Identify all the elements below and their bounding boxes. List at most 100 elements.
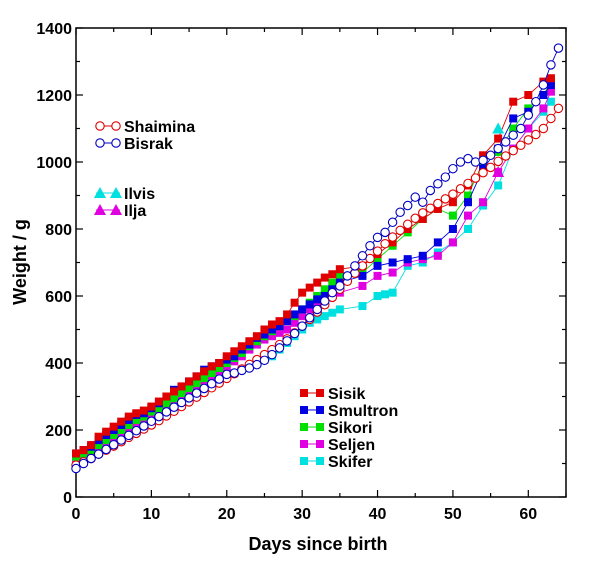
data-point bbox=[191, 388, 202, 398]
legend-item-smultron: Smultron bbox=[300, 403, 398, 420]
data-point bbox=[373, 255, 382, 264]
data-point bbox=[553, 103, 564, 114]
data-point bbox=[320, 273, 329, 282]
data-point bbox=[440, 194, 451, 204]
data-point bbox=[387, 232, 398, 242]
data-point bbox=[418, 251, 427, 260]
data-point bbox=[154, 411, 164, 422]
data-point bbox=[79, 446, 88, 455]
x-tick-label: 30 bbox=[293, 506, 311, 523]
data-point bbox=[185, 384, 194, 393]
data-point bbox=[206, 379, 217, 389]
data-point bbox=[275, 317, 284, 326]
data-point bbox=[94, 441, 103, 450]
data-point bbox=[185, 377, 194, 386]
data-point bbox=[146, 416, 157, 427]
data-point bbox=[305, 305, 314, 314]
data-point bbox=[546, 80, 555, 89]
data-point bbox=[479, 198, 488, 207]
data-point bbox=[252, 332, 261, 341]
data-point bbox=[154, 397, 163, 406]
data-point bbox=[524, 124, 533, 133]
data-point bbox=[388, 268, 397, 277]
data-point bbox=[500, 137, 511, 147]
legend-marker bbox=[95, 121, 105, 131]
data-point bbox=[381, 290, 390, 299]
data-point bbox=[230, 352, 239, 361]
data-point bbox=[214, 374, 224, 384]
data-point bbox=[470, 173, 481, 183]
series-layer bbox=[71, 43, 564, 474]
legend-item-bisrak: Bisrak bbox=[95, 136, 173, 153]
data-point bbox=[304, 313, 315, 323]
y-tick-label: 1400 bbox=[36, 21, 72, 38]
data-point bbox=[124, 412, 133, 421]
data-point bbox=[290, 318, 299, 327]
data-point bbox=[327, 287, 338, 298]
data-point bbox=[78, 458, 89, 469]
data-point bbox=[109, 431, 118, 440]
data-point bbox=[509, 124, 518, 133]
x-tick-label: 60 bbox=[519, 506, 537, 523]
y-tick-label: 1200 bbox=[36, 88, 72, 105]
data-point bbox=[200, 374, 209, 383]
data-point bbox=[342, 271, 353, 281]
data-point bbox=[493, 143, 503, 154]
data-point bbox=[479, 151, 488, 160]
data-point bbox=[335, 265, 344, 274]
data-point bbox=[108, 439, 119, 450]
legend-label: Sikori bbox=[328, 420, 372, 437]
legend-marker bbox=[300, 389, 308, 397]
y-tick-label: 600 bbox=[45, 289, 72, 306]
data-point bbox=[373, 292, 382, 300]
data-point bbox=[448, 163, 458, 174]
data-point bbox=[350, 261, 360, 271]
legend-marker bbox=[300, 406, 308, 414]
legend-item-seljen: Seljen bbox=[300, 437, 375, 454]
data-point bbox=[493, 156, 503, 167]
data-point bbox=[509, 114, 518, 123]
data-point bbox=[313, 315, 322, 324]
legend-marker bbox=[111, 138, 121, 148]
legend-marker bbox=[94, 187, 106, 198]
data-point bbox=[289, 328, 300, 339]
data-point bbox=[267, 349, 277, 360]
data-point bbox=[215, 359, 224, 367]
legend-marker bbox=[110, 204, 122, 215]
data-point bbox=[357, 251, 368, 261]
data-point bbox=[335, 281, 345, 291]
legend-item-sikori: Sikori bbox=[300, 420, 372, 437]
data-point bbox=[335, 271, 344, 280]
data-point bbox=[199, 383, 209, 394]
data-point bbox=[380, 238, 390, 249]
data-point bbox=[312, 304, 322, 315]
data-point bbox=[71, 463, 81, 474]
data-point bbox=[207, 369, 216, 378]
data-point bbox=[523, 110, 534, 120]
data-point bbox=[230, 347, 239, 356]
data-point bbox=[184, 393, 194, 403]
data-point bbox=[425, 185, 436, 196]
data-point bbox=[268, 320, 276, 329]
data-point bbox=[154, 404, 163, 413]
data-point bbox=[328, 270, 337, 279]
legend-marker bbox=[94, 204, 106, 215]
data-point bbox=[508, 130, 518, 140]
y-tick-label: 0 bbox=[63, 490, 72, 507]
data-point bbox=[485, 150, 496, 161]
data-point bbox=[283, 325, 292, 334]
data-point bbox=[102, 427, 111, 436]
data-point bbox=[433, 198, 443, 209]
data-point bbox=[418, 197, 428, 207]
data-point bbox=[464, 225, 472, 233]
data-point bbox=[402, 219, 413, 230]
data-point bbox=[298, 288, 307, 297]
legend-marker bbox=[316, 440, 324, 448]
data-point bbox=[433, 238, 442, 247]
data-point bbox=[448, 211, 457, 220]
data-point bbox=[478, 155, 488, 166]
data-point bbox=[328, 278, 337, 287]
data-point bbox=[207, 362, 216, 371]
legend-marker bbox=[300, 423, 308, 431]
